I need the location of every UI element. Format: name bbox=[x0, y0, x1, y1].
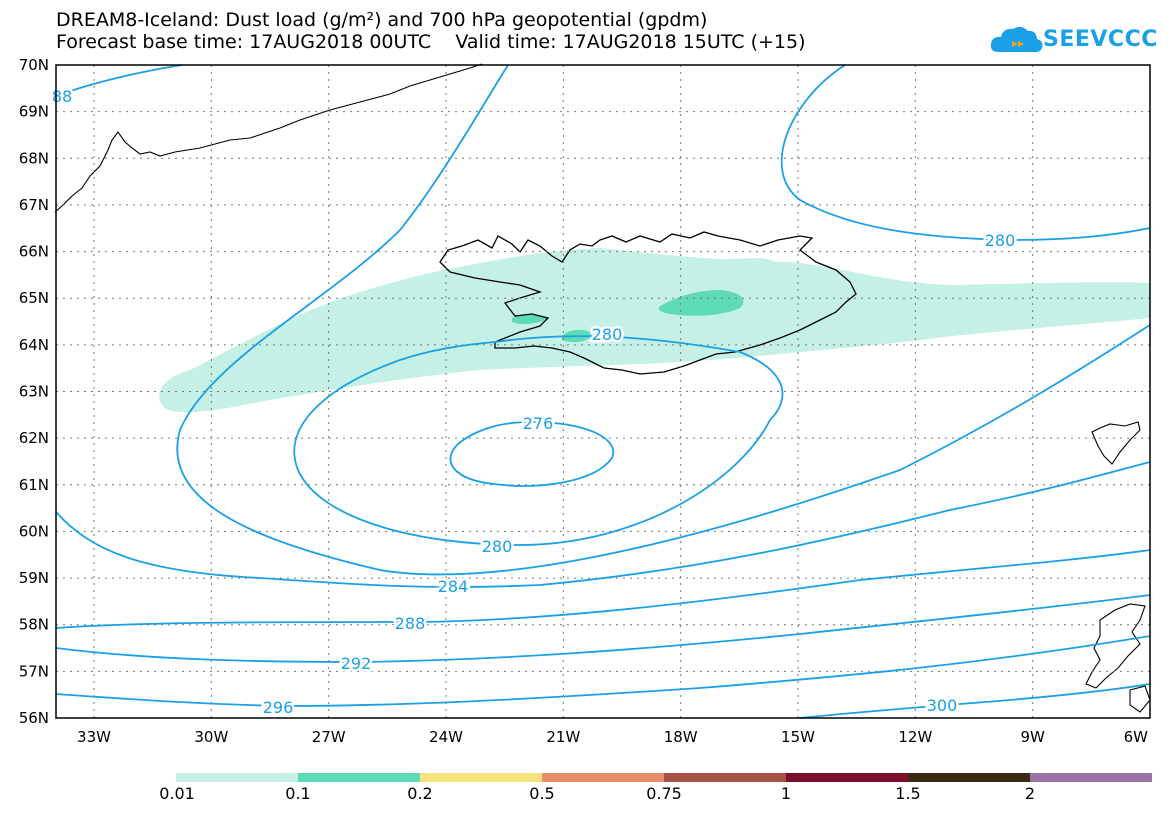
map-frame bbox=[55, 64, 1151, 719]
contour-label: 300 bbox=[927, 696, 958, 715]
colorbar bbox=[176, 773, 1152, 782]
norway-coastline bbox=[1091, 421, 1141, 465]
colorbar-label: 0.5 bbox=[529, 784, 555, 803]
lon-label: 12W bbox=[898, 728, 932, 746]
colorbar-swatch bbox=[298, 773, 420, 782]
lat-label: 64N bbox=[19, 336, 49, 354]
cloud-logo-icon bbox=[990, 26, 1043, 53]
contour-300 bbox=[799, 683, 1151, 719]
lon-label: 9W bbox=[1020, 728, 1045, 746]
lat-label: 58N bbox=[19, 616, 49, 634]
dust-area-light-2 bbox=[600, 258, 783, 280]
lat-label: 70N bbox=[19, 56, 49, 74]
contour-label: 284 bbox=[438, 577, 469, 596]
lon-label: 33W bbox=[77, 728, 111, 746]
contour-label: 296 bbox=[263, 698, 294, 717]
lat-label: 68N bbox=[19, 149, 49, 167]
contour-276 bbox=[449, 421, 615, 487]
lat-label: 61N bbox=[19, 476, 49, 494]
lon-label: 24W bbox=[429, 728, 463, 746]
contour-label: 280 bbox=[482, 537, 513, 556]
contour-288 bbox=[55, 549, 1151, 629]
lat-label: 60N bbox=[19, 522, 49, 540]
colorbar-label: 1 bbox=[780, 784, 792, 803]
contour-296 bbox=[55, 635, 1151, 707]
lat-label: 69N bbox=[19, 103, 49, 121]
greenland-coastline bbox=[54, 63, 483, 213]
lat-label: 65N bbox=[19, 289, 49, 307]
iceland-coastline bbox=[439, 231, 857, 375]
dust-area-mid-3 bbox=[512, 315, 548, 325]
colorbar-swatch bbox=[176, 773, 298, 782]
contour-280-outer bbox=[176, 64, 1151, 576]
contour-label: 292 bbox=[341, 654, 372, 673]
colorbar-swatch bbox=[542, 773, 664, 782]
dust-area-light bbox=[159, 248, 1150, 413]
contour-label: 88 bbox=[52, 87, 72, 106]
colorbar-label: 0.01 bbox=[159, 784, 195, 803]
lat-label: 67N bbox=[19, 196, 49, 214]
colorbar-label: 0.75 bbox=[646, 784, 682, 803]
lat-label: 56N bbox=[19, 709, 49, 727]
colorbar-label: 2 bbox=[1024, 784, 1036, 803]
colorbar-swatch bbox=[786, 773, 908, 782]
colorbar-swatch bbox=[664, 773, 786, 782]
colorbar-swatch bbox=[1030, 773, 1152, 782]
scotland-coastline bbox=[1085, 603, 1151, 713]
lon-label: 21W bbox=[546, 728, 580, 746]
lon-label: 18W bbox=[664, 728, 698, 746]
contour-288-top bbox=[55, 64, 183, 97]
contour-280-ne bbox=[780, 64, 1151, 241]
logo-text: SEEVCCC bbox=[1043, 27, 1158, 52]
map-subtitle: Forecast base time: 17AUG2018 00UTC Vali… bbox=[56, 31, 806, 53]
lat-label: 62N bbox=[19, 429, 49, 447]
lat-label: 66N bbox=[19, 243, 49, 261]
colorbar-label: 0.2 bbox=[407, 784, 433, 803]
colorbar-swatch bbox=[420, 773, 542, 782]
colorbar-label: 1.5 bbox=[895, 784, 921, 803]
lon-label: 27W bbox=[312, 728, 346, 746]
map-title: DREAM8-Iceland: Dust load (g/m²) and 700… bbox=[56, 9, 708, 31]
contour-label: 280 bbox=[592, 325, 623, 344]
dust-area-mid bbox=[658, 290, 744, 316]
lon-label: 15W bbox=[781, 728, 815, 746]
lat-label: 57N bbox=[19, 662, 49, 680]
contour-label: 288 bbox=[395, 614, 426, 633]
lat-label: 59N bbox=[19, 569, 49, 587]
lon-label: 6W bbox=[1124, 728, 1149, 746]
contour-label: 276 bbox=[523, 414, 554, 433]
contour-284 bbox=[55, 461, 1151, 588]
lon-label: 30W bbox=[194, 728, 228, 746]
contour-280-ring bbox=[293, 335, 784, 546]
contour-292 bbox=[55, 594, 1151, 663]
colorbar-swatch bbox=[908, 773, 1030, 782]
lat-label: 63N bbox=[19, 383, 49, 401]
contour-label: 280 bbox=[985, 231, 1016, 250]
colorbar-label: 0.1 bbox=[285, 784, 311, 803]
